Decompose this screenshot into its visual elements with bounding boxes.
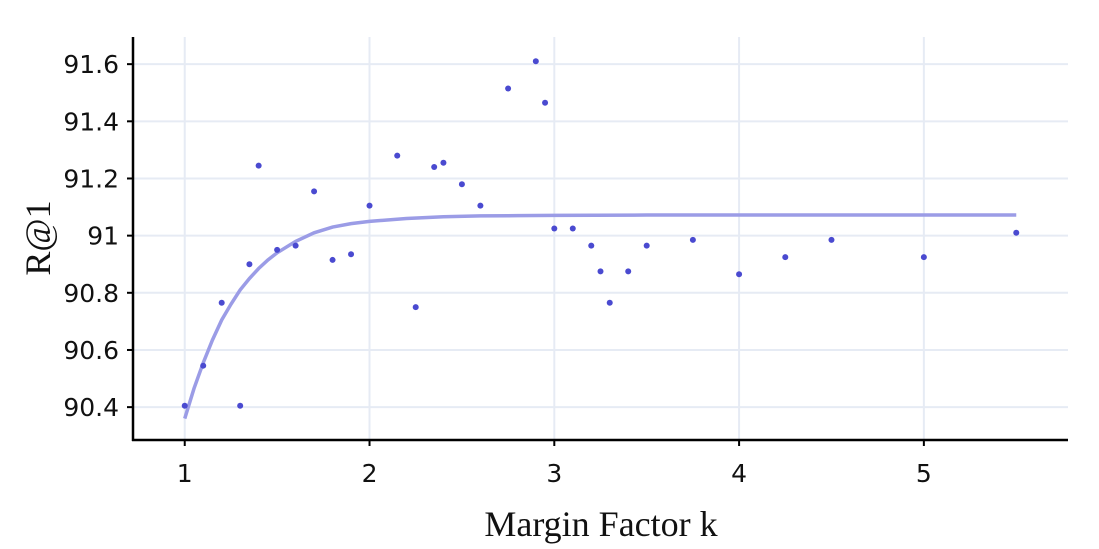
data-point bbox=[348, 251, 355, 258]
data-point bbox=[292, 242, 299, 249]
data-point bbox=[366, 202, 373, 209]
x-axis-title: Margin Factor k bbox=[484, 504, 717, 544]
y-axis-title: R@1 bbox=[18, 200, 58, 275]
data-point bbox=[689, 236, 696, 243]
data-point bbox=[329, 256, 336, 263]
y-tick-label: 91.6 bbox=[63, 50, 119, 79]
data-point bbox=[246, 261, 253, 268]
data-points bbox=[181, 58, 1020, 409]
data-point bbox=[200, 362, 207, 369]
data-point bbox=[412, 304, 419, 311]
y-tick-label: 90.4 bbox=[63, 393, 119, 422]
data-point bbox=[736, 271, 743, 278]
data-point bbox=[551, 225, 558, 232]
x-tick-label: 3 bbox=[546, 459, 562, 488]
x-tick-label: 5 bbox=[916, 459, 932, 488]
data-point bbox=[181, 402, 188, 409]
data-point bbox=[782, 254, 789, 261]
x-tick-label: 2 bbox=[362, 459, 378, 488]
axes bbox=[131, 37, 1068, 442]
data-point bbox=[569, 225, 576, 232]
data-point bbox=[458, 181, 465, 188]
fit-curve-layer bbox=[183, 213, 1017, 420]
data-point bbox=[920, 254, 927, 261]
y-tick-label: 90.8 bbox=[63, 279, 119, 308]
data-point bbox=[625, 268, 632, 275]
data-point bbox=[606, 299, 613, 306]
y-tick-label: 91.2 bbox=[63, 164, 119, 193]
tick-labels: 1 2 3 4 5 90.4 90.6 90.8 91 91.2 91.4 91.6 bbox=[63, 50, 931, 488]
data-point bbox=[1013, 229, 1020, 236]
data-point bbox=[597, 268, 604, 275]
tick-marks bbox=[127, 63, 925, 446]
data-point bbox=[828, 236, 835, 243]
data-point bbox=[588, 242, 595, 249]
data-point bbox=[255, 162, 262, 169]
y-tick-label: 91.4 bbox=[63, 107, 119, 136]
data-point bbox=[643, 242, 650, 249]
data-point bbox=[311, 188, 318, 195]
data-point bbox=[477, 202, 484, 209]
data-point bbox=[440, 159, 447, 166]
data-point bbox=[505, 85, 512, 92]
data-point bbox=[218, 299, 225, 306]
y-tick-label: 91 bbox=[87, 222, 119, 251]
data-point bbox=[431, 164, 438, 171]
data-point bbox=[394, 152, 401, 159]
data-point bbox=[237, 402, 244, 409]
x-tick-label: 4 bbox=[731, 459, 747, 488]
y-tick-label: 90.6 bbox=[63, 336, 119, 365]
grid-lines bbox=[133, 37, 1068, 440]
fit-curve bbox=[183, 213, 1017, 420]
data-point bbox=[532, 58, 539, 65]
data-point bbox=[542, 99, 549, 106]
data-point bbox=[274, 246, 281, 253]
x-tick-label: 1 bbox=[177, 459, 193, 488]
